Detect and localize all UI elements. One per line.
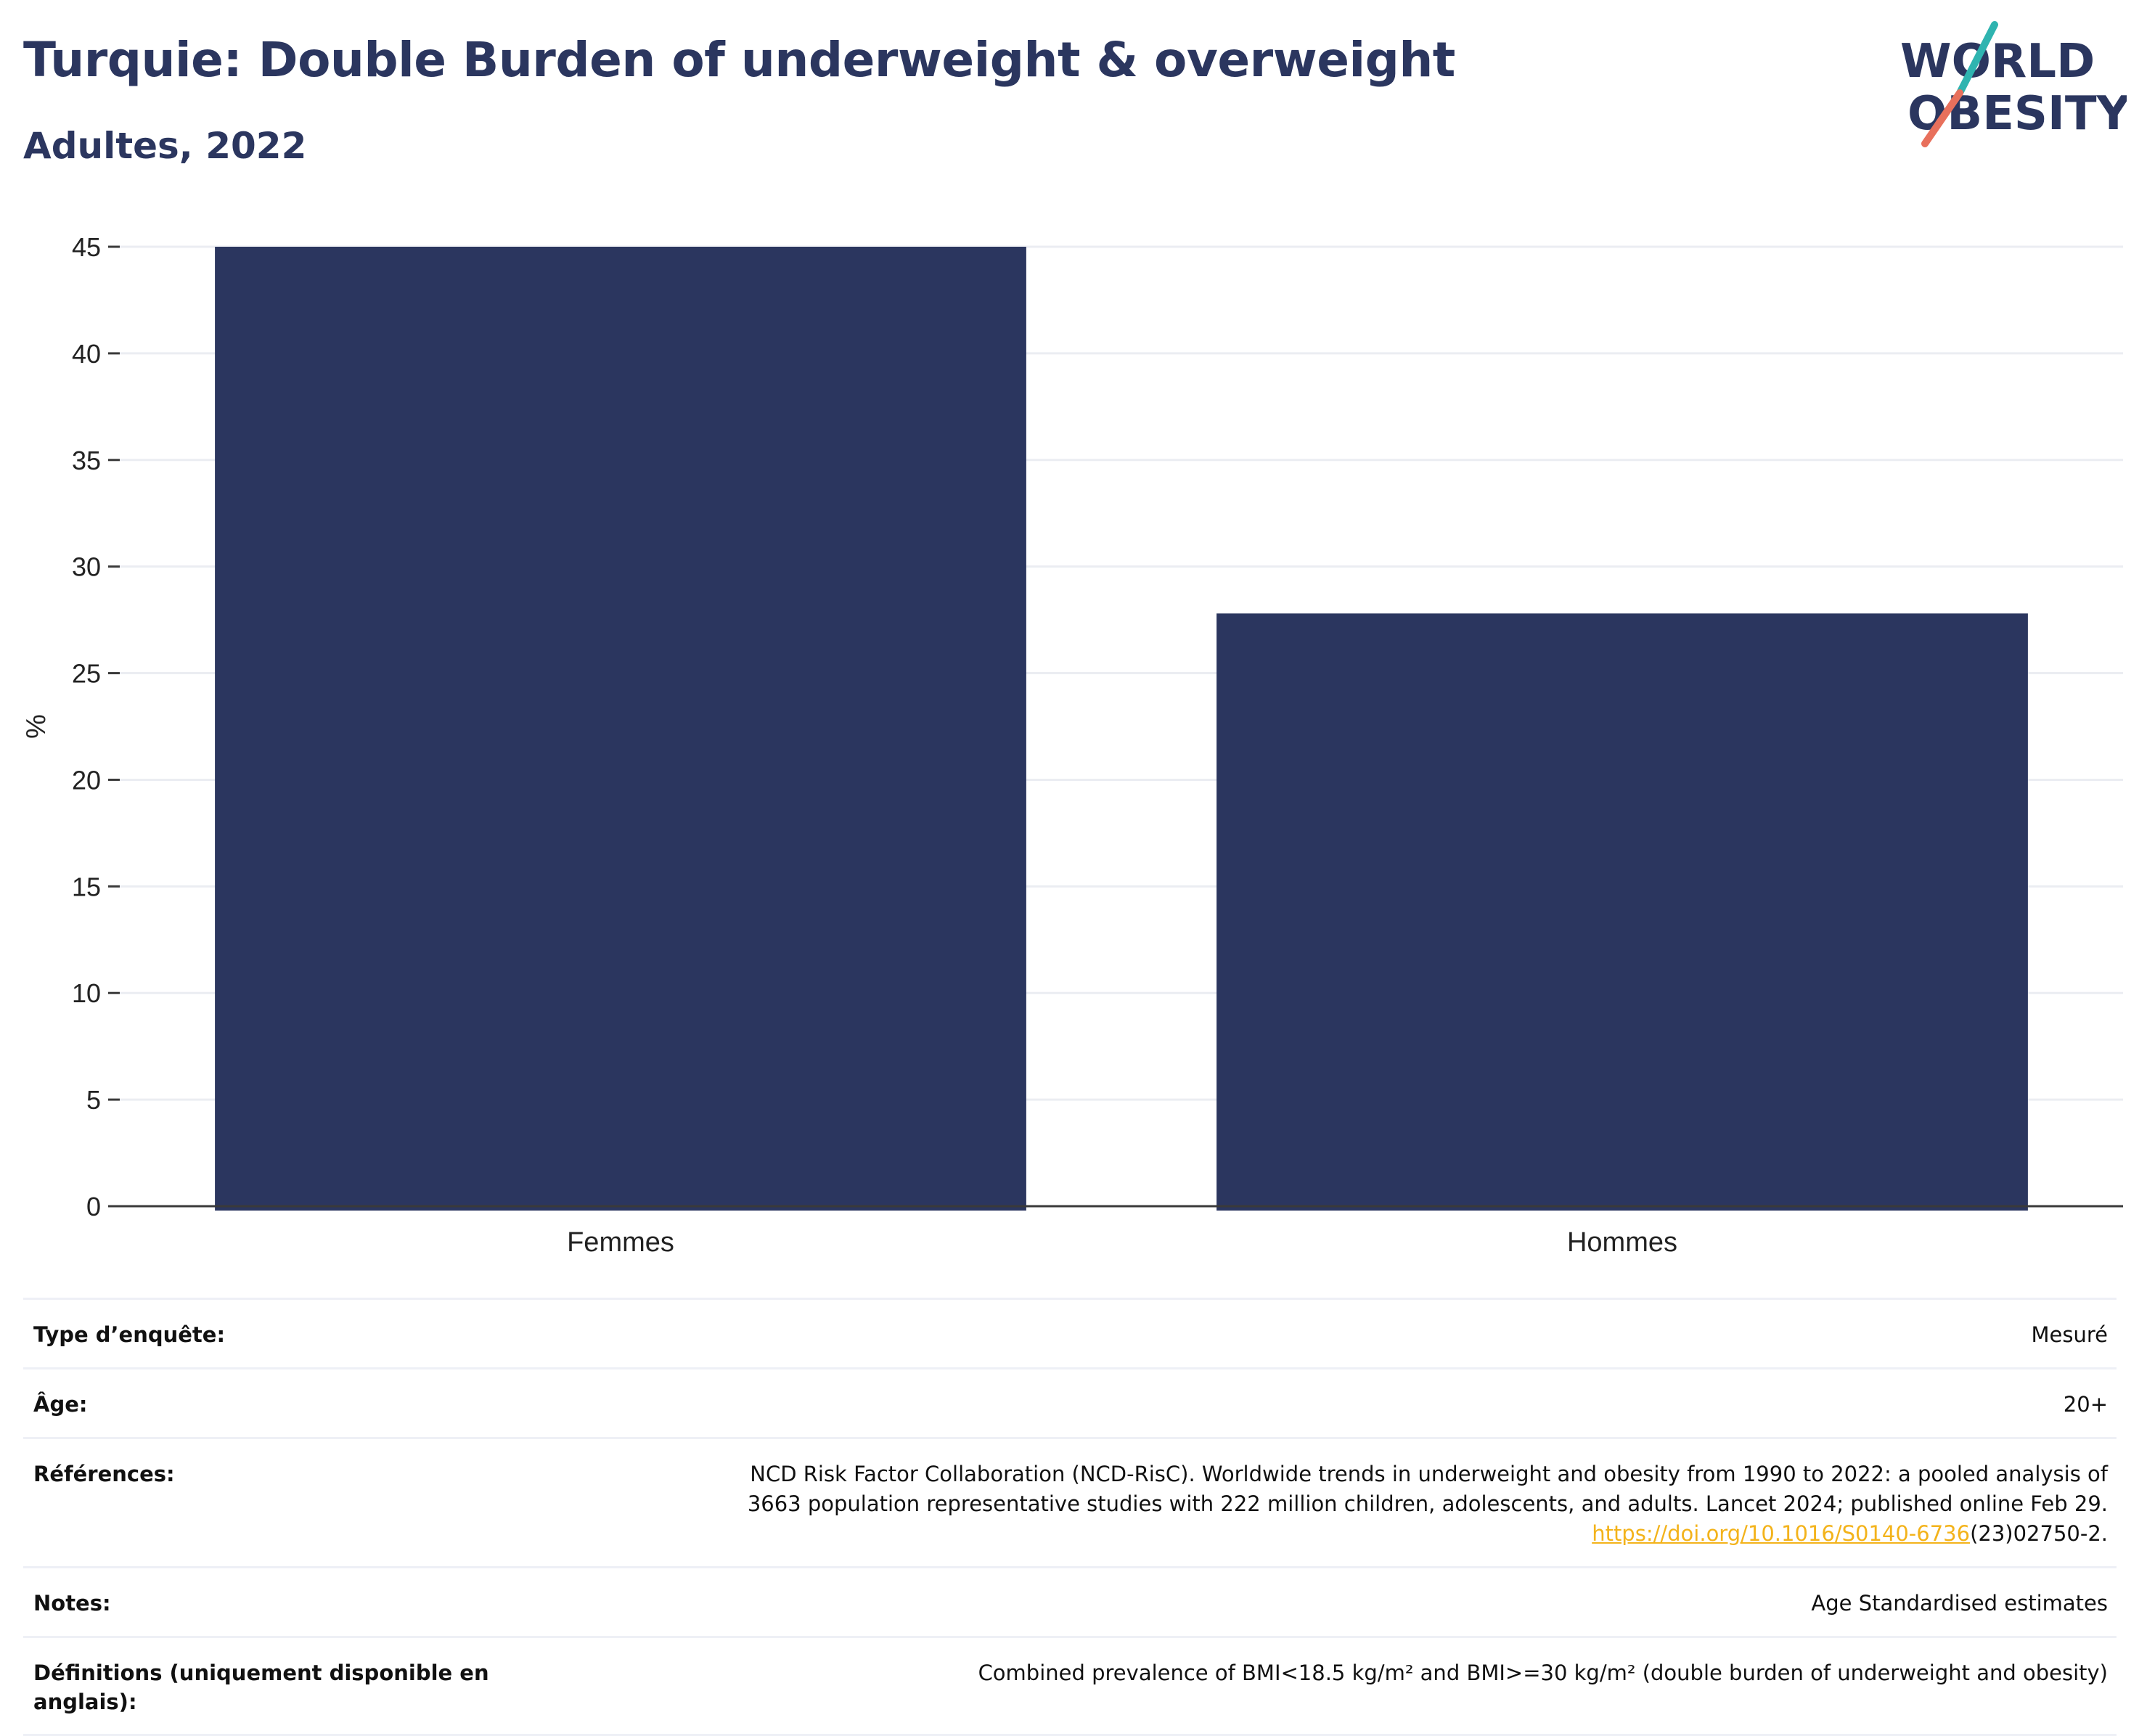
notes-value: Age Standardised estimates [1811, 1591, 2108, 1616]
bars [215, 247, 2028, 1211]
references-value: NCD Risk Factor Collaboration (NCD-RisC)… [748, 1459, 2108, 1549]
y-tick-label: 0 [86, 1192, 101, 1221]
references-line-2: 3663 population representative studies w… [747, 1491, 2108, 1516]
y-tick-label: 20 [72, 765, 101, 795]
survey-type-value: Mesuré [2031, 1322, 2108, 1347]
doi-suffix: (23)02750-2. [1970, 1521, 2108, 1546]
references-label: Références: [33, 1462, 175, 1486]
logo-word-world: WORLD [1900, 35, 2095, 89]
meta-row-age: Âge: 20+ [23, 1367, 2117, 1437]
y-tick-label: 10 [72, 978, 101, 1008]
y-tick-label: 25 [72, 659, 101, 689]
x-axis-labels: Femmes Hommes [567, 1227, 1677, 1258]
age-value: 20+ [2063, 1392, 2108, 1417]
y-tick-label: 35 [72, 446, 101, 475]
meta-row-definitions: Définitions (uniquement disponible en an… [23, 1636, 2117, 1736]
x-tick-label: Hommes [1567, 1227, 1677, 1258]
chart-subtitle: Adultes, 2022 [23, 125, 307, 167]
references-line-3: https://doi.org/10.1016/S0140-6736(23)02… [748, 1519, 2108, 1549]
bar-chart: 0 5 10 15 20 25 30 35 40 45 Femmes Hommes % [21, 232, 2123, 1258]
world-obesity-logo: WORLD OBESITY [1900, 21, 2127, 147]
definitions-value: Combined prevalence of BMI<18.5 kg/m² an… [978, 1661, 2108, 1685]
y-tick-label: 30 [72, 552, 101, 582]
definitions-label: Définitions (uniquement disponible en an… [33, 1661, 489, 1714]
x-tick-label: Femmes [567, 1227, 674, 1258]
y-tick-label: 40 [72, 339, 101, 369]
logo-slash-bottom [1921, 89, 1963, 147]
references-line-1: NCD Risk Factor Collaboration (NCD-RisC)… [750, 1462, 2108, 1486]
y-axis-ticks: 0 5 10 15 20 25 30 35 40 45 [72, 232, 120, 1221]
y-axis-label: % [21, 714, 52, 739]
survey-type-label: Type d’enquête: [33, 1322, 226, 1347]
y-tick-label: 15 [72, 872, 101, 901]
y-tick-label: 5 [86, 1085, 101, 1115]
meta-row-references: Références: NCD Risk Factor Collaboratio… [23, 1437, 2117, 1566]
meta-row-notes: Notes: Age Standardised estimates [23, 1566, 2117, 1636]
y-tick-label: 45 [72, 232, 101, 262]
logo-word-obesity: OBESITY [1907, 87, 2127, 141]
chart-title: Turquie: Double Burden of underweight & … [23, 32, 1455, 88]
logo-slash-top [1956, 21, 1998, 97]
metadata-table: Type d’enquête: Mesuré Âge: 20+ Référenc… [23, 1298, 2117, 1736]
bar-femmes [215, 247, 1026, 1211]
notes-label: Notes: [33, 1591, 111, 1616]
bar-hommes [1216, 613, 2028, 1211]
doi-link[interactable]: https://doi.org/10.1016/S0140-6736 [1592, 1521, 1971, 1546]
age-label: Âge: [33, 1392, 88, 1417]
meta-row-survey-type: Type d’enquête: Mesuré [23, 1298, 2117, 1367]
